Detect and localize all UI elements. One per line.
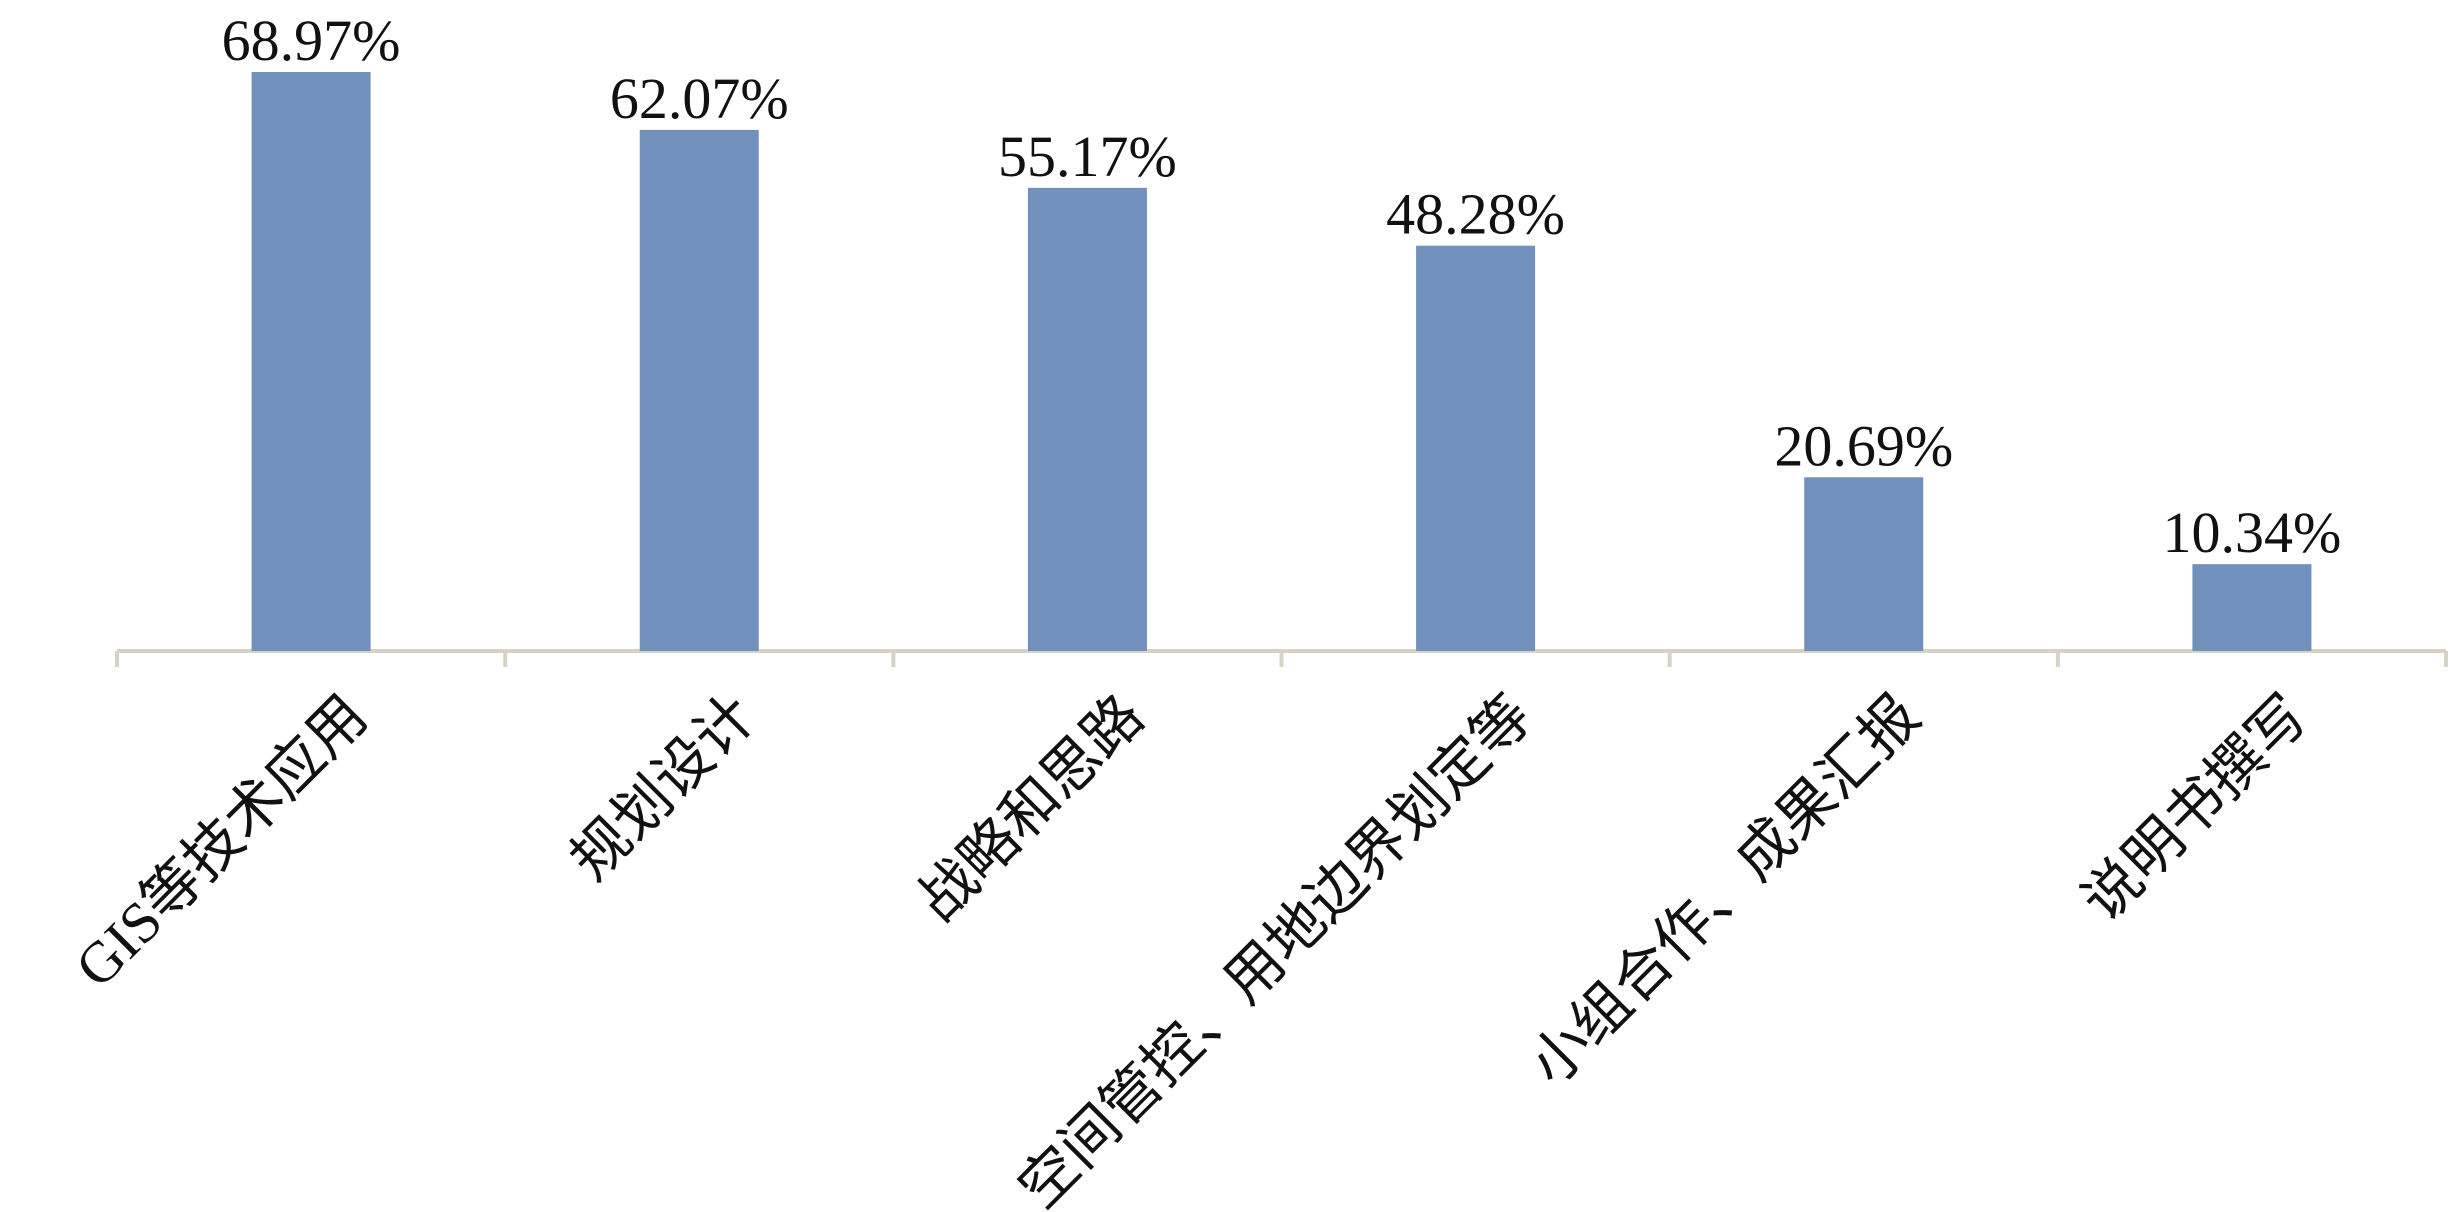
value-label: 20.69%: [1774, 413, 1953, 478]
value-label: 62.07%: [610, 66, 789, 131]
value-label: 10.34%: [2163, 500, 2342, 565]
bar: [251, 72, 371, 651]
x-tick-label: 战略和思路: [905, 683, 1156, 934]
x-tick-label: 规划设计: [558, 683, 768, 893]
bar: [1416, 245, 1536, 652]
value-label: 48.28%: [1386, 182, 1565, 247]
x-tick-label: 说明书撰写: [2069, 683, 2320, 934]
x-tick-label: GIS等技术应用: [63, 683, 380, 1000]
value-label: 55.17%: [998, 124, 1177, 189]
x-tick-label: 小组合作、成果汇报: [1517, 683, 1932, 1098]
value-label: 68.97%: [222, 8, 401, 73]
bar: [639, 129, 759, 652]
bar: [2192, 564, 2312, 651]
bar: [1027, 187, 1147, 651]
bar: [1804, 477, 1924, 651]
